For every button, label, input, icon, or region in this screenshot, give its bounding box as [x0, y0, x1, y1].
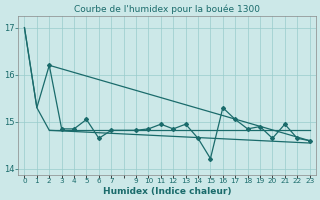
X-axis label: Humidex (Indice chaleur): Humidex (Indice chaleur): [103, 187, 231, 196]
Title: Courbe de l'humidex pour la bouée 1300: Courbe de l'humidex pour la bouée 1300: [74, 4, 260, 14]
